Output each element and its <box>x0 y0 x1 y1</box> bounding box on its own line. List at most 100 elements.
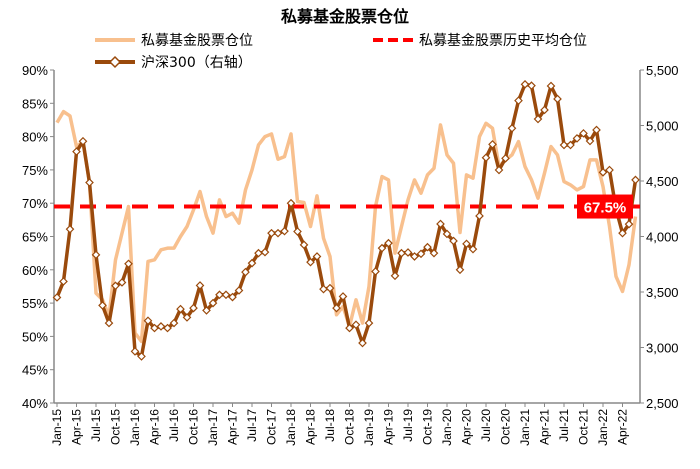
x-tick-label: Jul-20 <box>479 409 493 442</box>
x-tick-label: Jan-19 <box>362 409 376 446</box>
csi300-data-point <box>215 290 224 300</box>
csi300-data-point <box>436 219 445 229</box>
csi300-data-point <box>130 347 140 356</box>
x-tick-label: Apr-18 <box>304 409 318 445</box>
csi300-data-point <box>280 226 289 236</box>
csi300-data-point <box>98 301 107 310</box>
csi300-data-point <box>72 147 81 156</box>
right-tick-label: 2,500 <box>646 396 679 411</box>
csi300-data-point <box>410 252 419 261</box>
csi300-data-point <box>351 320 361 330</box>
csi300-data-point <box>488 140 497 149</box>
x-tick-label: Jul-19 <box>401 409 415 442</box>
csi300-data-point <box>462 239 471 249</box>
right-tick-label: 4,000 <box>646 230 679 245</box>
csi300-data-point <box>52 293 62 302</box>
csi300-data-point <box>247 258 257 268</box>
csi300-data-point <box>507 123 517 133</box>
csi300-data-point <box>182 313 192 322</box>
legend: 私募基金股票仓位 私募基金股票历史平均仓位 沪深300（右轴） <box>95 32 587 71</box>
x-tick-label: Jan-15 <box>50 409 64 446</box>
csi300-data-point <box>481 153 491 163</box>
csi300-data-point <box>234 286 244 295</box>
csi300-data-point <box>546 81 556 91</box>
x-tick-label: Jan-17 <box>206 409 220 446</box>
left-tick-label: 45% <box>22 363 48 378</box>
csi300-data-point <box>163 323 172 333</box>
csi300-data-point <box>514 96 523 105</box>
average-label-text: 67.5% <box>584 200 627 217</box>
csi300-data-point <box>553 94 562 104</box>
csi300-data-point <box>338 292 348 301</box>
csi300-data-point <box>572 134 582 143</box>
csi300-data-point <box>306 257 315 267</box>
right-tick-label: 5,500 <box>646 63 679 78</box>
csi300-data-point <box>559 140 569 150</box>
csi300-data-point <box>592 125 601 135</box>
csi300-data-point <box>156 322 166 331</box>
csi300-data-point <box>371 267 380 276</box>
csi300-data-point <box>78 136 88 146</box>
x-tick-label: Oct-21 <box>577 409 591 445</box>
csi300-data-point <box>345 323 354 333</box>
csi300-data-point <box>455 265 465 275</box>
csi300-data-point <box>65 224 75 234</box>
csi300-data-point <box>150 323 159 333</box>
csi300-data-point <box>416 249 426 259</box>
csi300-data-point <box>143 316 153 326</box>
x-tick-label: Apr-20 <box>460 409 474 445</box>
csi300-data-point <box>566 140 575 150</box>
legend-label-csi300: 沪深300（右轴） <box>141 55 252 71</box>
left-tick-label: 85% <box>22 96 48 111</box>
x-tick-label: Jul-17 <box>245 409 259 442</box>
x-tick-label: Apr-21 <box>538 409 552 445</box>
csi300-data-point <box>384 238 393 248</box>
x-tick-label: Apr-22 <box>616 409 630 445</box>
csi300-data-point <box>299 240 309 250</box>
csi300-data-point <box>169 318 179 328</box>
x-tick-label: Oct-19 <box>421 409 435 445</box>
csi300-data-point <box>468 244 478 254</box>
csi300-data-point <box>124 259 133 269</box>
x-tick-label: Jan-21 <box>518 409 532 446</box>
csi300-data-point <box>475 211 484 221</box>
left-tick-label: 90% <box>22 63 48 78</box>
left-tick-label: 50% <box>22 329 48 344</box>
csi300-data-point <box>605 165 614 175</box>
csi300-data-point <box>312 252 322 261</box>
x-tick-label: Apr-15 <box>70 409 84 445</box>
csi300-data-point <box>403 248 413 257</box>
left-tick-label: 40% <box>22 396 48 411</box>
csi300-data-point <box>397 248 406 258</box>
csi300-data-point <box>286 198 296 208</box>
csi300-data-point <box>208 298 218 308</box>
csi300-data-point <box>429 248 439 258</box>
csi300-data-point <box>319 284 328 294</box>
legend-label-average: 私募基金股票历史平均仓位 <box>419 32 587 49</box>
csi300-data-point <box>91 250 101 260</box>
csi300-data-point <box>527 81 536 90</box>
x-tick-label: Jan-20 <box>440 409 454 446</box>
x-tick-label: Oct-15 <box>109 409 123 445</box>
average-label-box <box>577 194 633 219</box>
csi300-data-point <box>579 129 588 138</box>
x-tick-label: Jan-18 <box>284 409 298 446</box>
csi300-data-point <box>59 277 68 286</box>
csi300-data-point <box>598 167 608 177</box>
left-tick-label: 70% <box>22 196 48 211</box>
csi300-data-point <box>228 292 237 302</box>
csi300-data-point <box>358 338 367 348</box>
csi300-data-point <box>585 136 595 146</box>
csi300-data-point <box>520 79 530 89</box>
csi300-data-point <box>618 228 627 238</box>
csi300-data-point <box>260 247 270 257</box>
left-tick-label: 60% <box>22 263 48 278</box>
csi300-data-point <box>494 165 504 175</box>
left-tick-label: 80% <box>22 130 48 145</box>
x-tick-label: Jul-16 <box>167 409 181 442</box>
csi300-data-point <box>423 242 432 252</box>
csi300-data-point <box>449 236 458 246</box>
legend-diamond-marker <box>108 55 122 69</box>
csi300-data-point <box>221 290 231 300</box>
